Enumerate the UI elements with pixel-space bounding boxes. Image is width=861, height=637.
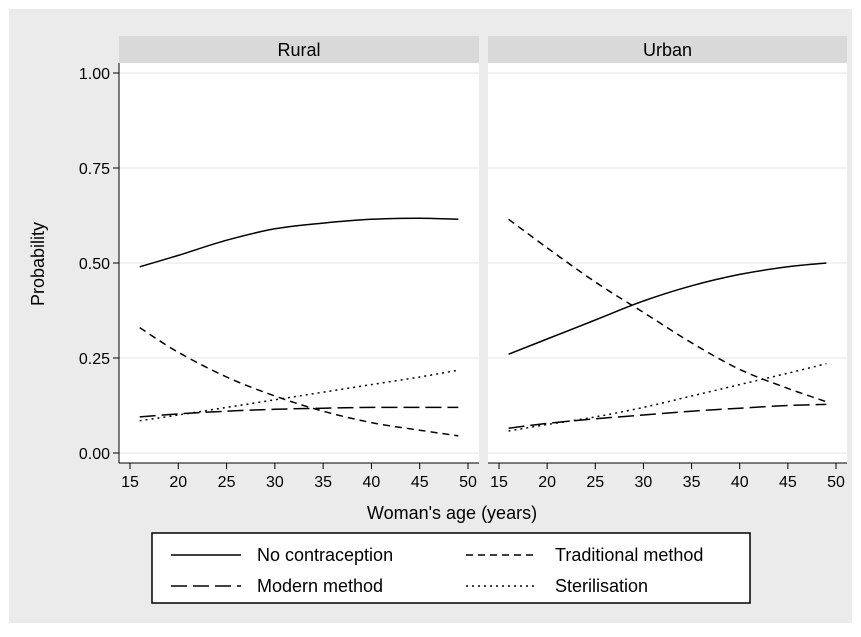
series-line-rural-no-contraception — [139, 217, 459, 268]
panel-strip-rural — [119, 36, 479, 63]
x-tick-label-urban-0: 15 — [490, 474, 508, 491]
x-tick-label-urban-5: 40 — [731, 474, 749, 491]
x-tick-label-rural-7: 50 — [459, 474, 477, 491]
series-line-urban-sterilisation — [508, 362, 827, 432]
y-tick-label-0: 0.00 — [79, 446, 110, 463]
series-line-rural-modern-method — [139, 406, 459, 418]
panel-title-urban: Urban — [643, 40, 692, 60]
legend-label-no-contraception: No contraception — [257, 545, 393, 565]
legend-label-traditional-method: Traditional method — [555, 545, 703, 565]
y-tick-label-2: 0.50 — [79, 256, 110, 273]
panel-strip-urban — [488, 36, 847, 63]
x-tick-label-rural-3: 30 — [266, 474, 284, 491]
series-line-rural-traditional-method — [139, 326, 459, 437]
x-tick-label-urban-3: 30 — [635, 474, 653, 491]
x-tick-label-urban-2: 25 — [586, 474, 604, 491]
y-tick-label-4: 1.00 — [79, 66, 110, 83]
x-tick-label-rural-1: 20 — [169, 474, 187, 491]
x-tick-label-rural-6: 45 — [411, 474, 429, 491]
y-tick-label-3: 0.75 — [79, 161, 110, 178]
x-axis-label: Woman's age (years) — [367, 503, 537, 523]
x-tick-label-rural-5: 40 — [363, 474, 381, 491]
legend: No contraception Traditional method Mode… — [151, 532, 751, 604]
x-tick-label-rural-4: 35 — [314, 474, 332, 491]
series-line-rural-sterilisation — [139, 369, 459, 422]
series-line-urban-traditional-method — [508, 218, 827, 403]
legend-label-modern-method: Modern method — [257, 576, 383, 596]
x-tick-label-urban-4: 35 — [683, 474, 701, 491]
legend-label-sterilisation: Sterilisation — [555, 576, 648, 596]
y-tick-label-1: 0.25 — [79, 351, 110, 368]
series-line-urban-no-contraception — [508, 262, 827, 355]
x-tick-label-urban-7: 50 — [827, 474, 845, 491]
panel-title-rural: Rural — [277, 40, 320, 60]
series-line-urban-modern-method — [508, 403, 827, 430]
x-tick-label-rural-2: 25 — [218, 474, 236, 491]
x-tick-label-rural-0: 15 — [121, 474, 139, 491]
panels-layer: Rural 15 20 25 30 35 40 45 50 0.00 0.25 0.50 0.75 1.0… — [79, 36, 847, 491]
x-tick-label-urban-6: 45 — [779, 474, 797, 491]
y-axis-label: Probability — [28, 222, 48, 306]
panel-urban: Urban 15 20 25 30 35 40 45 50 — [488, 36, 847, 491]
x-tick-label-urban-1: 20 — [538, 474, 556, 491]
legend-box — [151, 532, 751, 604]
panel-rural: Rural 15 20 25 30 35 40 45 50 0.00 0.25 0.50 0.75 1.0… — [79, 36, 479, 491]
